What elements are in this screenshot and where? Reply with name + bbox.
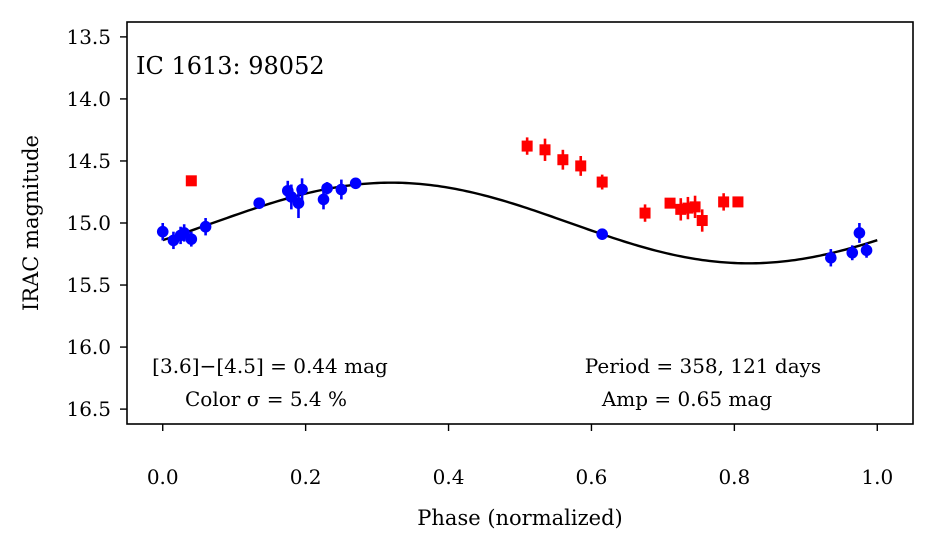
data-point-circle [156, 225, 169, 238]
model-curve-layer [162, 181, 878, 265]
chart-title: IC 1613: 98052 [136, 52, 325, 80]
y-axis-ticks: 13.5 14.0 14.5 15.0 15.5 16.0 16.5 [66, 25, 127, 421]
period-annotation: Period = 358, 121 days [585, 354, 821, 378]
data-point-circle [253, 197, 265, 209]
y-tick-label: 15.0 [66, 211, 111, 235]
x-tick-label: 1.0 [861, 465, 893, 489]
data-point-circle [317, 193, 330, 206]
y-tick-label: 15.5 [66, 273, 111, 297]
data-point-circle [825, 251, 837, 264]
color-difference-annotation: [3.6]−[4.5] = 0.44 mag [152, 354, 388, 378]
data-point-square [732, 196, 744, 208]
y-tick-label: 13.5 [66, 25, 111, 49]
x-tick-label: 0.4 [433, 465, 465, 489]
data-point-square [689, 201, 701, 213]
data-point-square [664, 197, 676, 209]
y-tick-label: 16.5 [66, 397, 111, 421]
data-point-square [696, 215, 708, 227]
amplitude-annotation: Amp = 0.65 mag [601, 387, 772, 411]
data-points-layer [156, 137, 873, 267]
x-axis-label: Phase (normalized) [417, 506, 622, 530]
data-point-circle [185, 233, 198, 245]
y-tick-label: 14.0 [66, 87, 111, 111]
data-point-circle [296, 183, 308, 196]
x-tick-label: 0.8 [718, 465, 750, 489]
data-point-circle [596, 228, 608, 240]
data-point-circle [321, 182, 333, 195]
y-tick-label: 14.5 [66, 149, 111, 173]
data-point-square [639, 207, 651, 219]
data-point-square [521, 140, 533, 152]
data-point-square [557, 154, 569, 166]
data-point-circle [335, 183, 348, 196]
x-tick-label: 0.6 [576, 465, 608, 489]
data-point-square [575, 160, 587, 172]
y-axis-label: IRAC magnitude [19, 135, 43, 311]
x-axis-ticks: 0.0 0.2 0.4 0.6 0.8 1.0 [147, 424, 893, 489]
data-point-square [718, 196, 730, 208]
data-point-circle [846, 246, 859, 259]
x-tick-label: 0.0 [147, 465, 179, 489]
data-point-square [675, 203, 687, 215]
model-curve [162, 181, 878, 265]
data-point-square [596, 176, 608, 188]
data-point-circle [349, 177, 362, 190]
y-tick-label: 16.0 [66, 335, 111, 359]
x-tick-label: 0.2 [290, 465, 322, 489]
color-sigma-annotation: Color σ = 5.4 % [185, 387, 347, 411]
data-point-square [185, 175, 197, 187]
data-point-square [682, 202, 694, 214]
data-point-circle [860, 244, 873, 257]
data-point-square [539, 144, 551, 156]
data-point-circle [853, 227, 866, 239]
data-point-circle [199, 220, 212, 233]
